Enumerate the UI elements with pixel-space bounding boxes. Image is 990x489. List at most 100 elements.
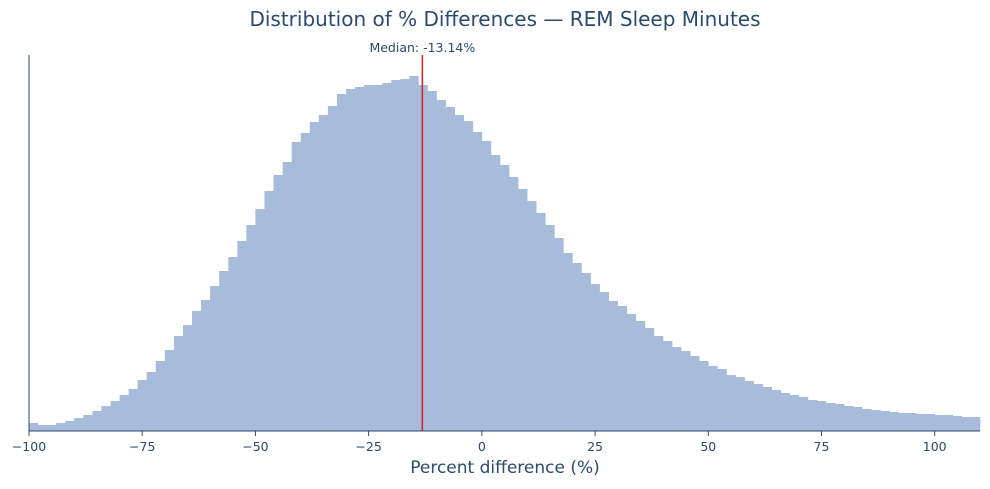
histogram-bin [726, 375, 736, 431]
histogram-bin [753, 384, 763, 431]
histogram-bin [681, 351, 691, 431]
histogram-bin [418, 85, 428, 431]
histogram-bin [409, 76, 419, 431]
histogram-bin [173, 336, 184, 431]
histogram-bin [653, 336, 664, 431]
histogram-bin [545, 225, 555, 431]
x-tick-label: 75 [814, 439, 830, 454]
histogram-bin [445, 107, 455, 431]
histogram-bin [826, 403, 836, 431]
histogram-bin [717, 369, 727, 431]
histogram-bin [771, 390, 782, 431]
histogram-bin [237, 241, 247, 431]
histogram-bin [192, 311, 202, 431]
histogram-bin [735, 377, 745, 431]
histogram-bin [626, 314, 637, 431]
x-tick-label: −25 [355, 439, 381, 454]
histogram-bin [391, 80, 401, 431]
histogram-bin [807, 400, 818, 431]
histogram-bin [219, 271, 229, 431]
histogram-bin [373, 85, 383, 431]
histogram-bin [835, 404, 845, 431]
histogram-bin [137, 380, 148, 431]
histogram-bin [708, 366, 718, 431]
histogram-bin [961, 417, 972, 431]
histogram-bin [38, 425, 48, 431]
histogram-bin [119, 395, 129, 431]
histogram-bin [318, 115, 329, 431]
histogram-bin [210, 286, 220, 431]
histogram-bin [862, 409, 872, 431]
x-tick-label: 50 [700, 439, 716, 454]
histogram-bin [853, 407, 863, 431]
histogram-bin [563, 253, 573, 431]
histogram-bin [273, 175, 283, 431]
histogram-bin [490, 155, 501, 431]
histogram-bin [572, 263, 582, 431]
histogram-bin [436, 100, 446, 431]
histogram-bin [364, 85, 374, 431]
x-axis-ticks: −100 −75 −50 −25 0 25 50 75 100 [12, 431, 947, 454]
histogram-bin [608, 301, 619, 431]
x-tick-label: 100 [923, 439, 947, 454]
histogram-bin [463, 121, 474, 431]
histogram-bin [916, 414, 926, 431]
histogram-bin [871, 410, 881, 431]
histogram-bin [182, 325, 193, 431]
histogram-bin [816, 401, 827, 431]
histogram-bin [155, 361, 166, 431]
histogram-bin [382, 83, 392, 431]
histogram-bin [146, 372, 157, 431]
x-tick-label: 25 [587, 439, 603, 454]
histogram-bin [282, 162, 292, 431]
chart-title: Distribution of % Differences — REM Slee… [249, 7, 761, 31]
histogram-bin [65, 421, 75, 431]
histogram-bin [128, 389, 138, 431]
histogram-bin [83, 415, 93, 431]
histogram-bin [536, 213, 546, 431]
x-tick-label: 0 [478, 439, 486, 454]
histogram-bin [617, 306, 628, 431]
histogram-bin [762, 387, 772, 431]
histogram-bin [255, 209, 265, 431]
histogram-bin [744, 381, 754, 431]
histogram-bin [327, 106, 338, 431]
histogram-bin [789, 395, 800, 431]
histogram-bin [228, 257, 238, 431]
histogram-bin [590, 284, 600, 431]
median-label: Median: -13.14% [369, 40, 475, 55]
histogram-bin [943, 415, 954, 431]
histogram-bin [110, 401, 120, 431]
histogram-bin [644, 328, 655, 431]
histogram-bin [844, 406, 854, 431]
histogram-bin [454, 115, 465, 431]
histogram-bin [481, 141, 492, 431]
histogram-bin [499, 165, 510, 431]
x-tick-label: −75 [129, 439, 155, 454]
histogram-bin [599, 292, 609, 431]
histogram-bin [74, 418, 84, 431]
histogram-bin [427, 91, 437, 431]
histogram-bin [355, 87, 365, 431]
histogram-bin [400, 79, 410, 431]
histogram-bin [472, 132, 483, 431]
histogram-bin [92, 411, 102, 431]
histogram-bin [264, 191, 274, 431]
histogram-bin [509, 177, 519, 431]
histogram-bin [201, 300, 211, 431]
histogram-bin [672, 347, 682, 431]
histogram-bin [889, 412, 899, 431]
x-tick-label: −100 [12, 439, 46, 454]
histogram-bin [907, 413, 917, 431]
histogram-bin [952, 416, 963, 431]
histogram-bin [880, 411, 890, 431]
histogram-bin [47, 425, 57, 431]
histogram-bin [925, 414, 936, 431]
histogram-bin [635, 321, 646, 431]
histogram-bin [934, 415, 945, 431]
histogram-bin [101, 406, 111, 431]
histogram-bin [699, 361, 709, 431]
histogram-bin [164, 350, 175, 431]
histogram-bin [554, 238, 564, 431]
histogram-bin [336, 94, 347, 431]
